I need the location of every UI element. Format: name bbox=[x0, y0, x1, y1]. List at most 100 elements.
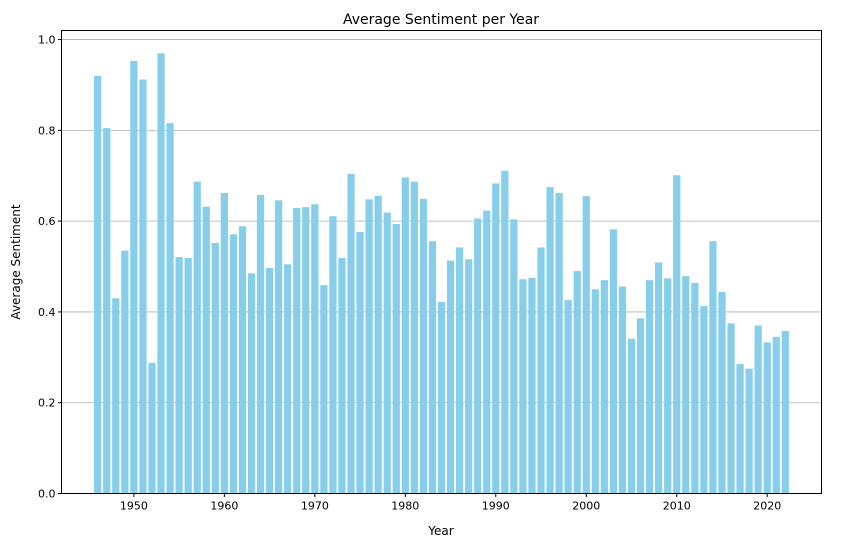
bar bbox=[537, 247, 545, 494]
bar bbox=[446, 260, 455, 494]
bar bbox=[474, 218, 482, 494]
bar bbox=[591, 289, 599, 494]
bar bbox=[410, 181, 418, 494]
bar bbox=[247, 273, 256, 494]
x-tick-label: 1970 bbox=[301, 500, 329, 513]
bar bbox=[428, 241, 437, 494]
bar bbox=[356, 232, 364, 494]
bar bbox=[682, 276, 690, 494]
bar bbox=[673, 175, 681, 494]
bar bbox=[220, 193, 228, 494]
bar bbox=[211, 242, 219, 494]
y-axis-label: Average Sentiment bbox=[9, 204, 23, 319]
bar bbox=[645, 280, 654, 494]
bar bbox=[465, 259, 473, 494]
bar bbox=[401, 177, 409, 494]
bar bbox=[184, 257, 192, 494]
bar bbox=[627, 338, 636, 494]
y-tick-label: 0.8 bbox=[38, 124, 56, 137]
bar bbox=[664, 278, 672, 494]
bar bbox=[275, 200, 283, 494]
bar bbox=[265, 267, 274, 494]
bar bbox=[374, 195, 382, 494]
bar bbox=[564, 300, 572, 494]
y-tick-label: 0.2 bbox=[38, 397, 56, 410]
bar bbox=[166, 123, 174, 494]
bar bbox=[519, 279, 527, 494]
bar bbox=[94, 75, 102, 494]
x-tick-label: 1950 bbox=[120, 500, 148, 513]
bar bbox=[130, 60, 138, 494]
bar bbox=[772, 336, 780, 494]
bar bbox=[555, 193, 563, 494]
bar bbox=[655, 262, 663, 494]
bar bbox=[293, 207, 301, 494]
y-tick-label: 0.0 bbox=[38, 488, 56, 501]
bar bbox=[103, 128, 111, 494]
x-axis-label: Year bbox=[427, 524, 453, 538]
bar bbox=[383, 212, 391, 494]
bar bbox=[193, 181, 201, 494]
bar bbox=[483, 210, 491, 494]
bar bbox=[320, 285, 328, 494]
x-tick-label: 1960 bbox=[210, 500, 238, 513]
bar bbox=[781, 330, 789, 494]
bar bbox=[419, 198, 428, 494]
bar bbox=[745, 368, 753, 494]
bar bbox=[582, 196, 590, 494]
x-tick-label: 1990 bbox=[482, 500, 510, 513]
x-tick-label: 2010 bbox=[663, 500, 691, 513]
bar bbox=[338, 257, 346, 494]
bar bbox=[311, 204, 319, 494]
bar bbox=[157, 53, 165, 494]
x-axis-ticks: 1950 1960 1970 1980 1990 2000 2010 2020 bbox=[120, 493, 781, 513]
bar bbox=[347, 173, 355, 494]
bar bbox=[392, 223, 400, 494]
bar bbox=[139, 79, 147, 494]
bar bbox=[573, 271, 581, 494]
bar bbox=[256, 194, 265, 494]
bar bbox=[238, 226, 247, 494]
bar bbox=[618, 286, 627, 494]
y-axis-ticks: 0.0 0.2 0.4 0.6 0.8 1.0 bbox=[38, 34, 62, 501]
bar bbox=[112, 298, 120, 494]
x-tick-label: 2020 bbox=[753, 500, 781, 513]
bar bbox=[148, 362, 156, 494]
bar bbox=[528, 277, 536, 494]
bar bbox=[691, 282, 699, 494]
plot-frame bbox=[61, 30, 822, 494]
bar bbox=[202, 206, 210, 494]
bar bbox=[636, 318, 645, 494]
bar bbox=[609, 229, 618, 494]
bar bbox=[175, 257, 183, 494]
x-tick-label: 2000 bbox=[572, 500, 600, 513]
y-tick-label: 0.6 bbox=[38, 215, 56, 228]
bar bbox=[302, 207, 310, 494]
bar bbox=[455, 247, 464, 494]
x-tick-label: 1980 bbox=[391, 500, 419, 513]
bar bbox=[229, 234, 238, 494]
bars-group bbox=[94, 53, 789, 494]
bar bbox=[492, 183, 500, 494]
bar bbox=[546, 187, 554, 494]
bar bbox=[736, 364, 744, 494]
bar bbox=[700, 306, 708, 494]
bar bbox=[121, 250, 129, 494]
bar bbox=[600, 280, 608, 494]
bar bbox=[754, 325, 762, 494]
bar bbox=[718, 291, 726, 494]
bar bbox=[510, 219, 518, 494]
bar bbox=[727, 323, 735, 494]
y-tick-label: 1.0 bbox=[38, 34, 56, 47]
bar bbox=[284, 264, 292, 494]
bar bbox=[365, 199, 373, 494]
bar bbox=[437, 301, 446, 494]
chart-title: Average Sentiment per Year bbox=[343, 12, 539, 28]
y-tick-label: 0.4 bbox=[38, 306, 56, 319]
bar bbox=[763, 342, 771, 494]
bar bbox=[709, 241, 717, 494]
bar bbox=[329, 216, 337, 494]
bar bbox=[501, 170, 509, 494]
